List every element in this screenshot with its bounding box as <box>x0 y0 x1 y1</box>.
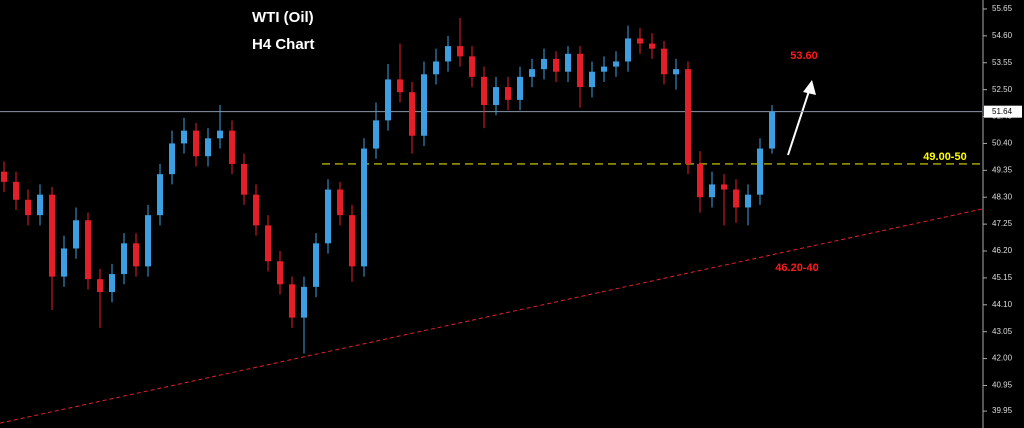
candle-body <box>289 284 295 318</box>
candle-body <box>373 120 379 149</box>
candle-body <box>157 174 163 216</box>
candle-body <box>481 76 487 106</box>
y-tick-label: 42.00 <box>992 354 1013 363</box>
annotation: 53.60 <box>790 50 818 62</box>
candle-body <box>61 248 67 277</box>
candle-body <box>553 58 559 72</box>
candle-body <box>145 215 151 267</box>
y-tick-label: 48.30 <box>992 192 1013 201</box>
y-tick-label: 47.25 <box>992 219 1013 228</box>
candle-body <box>661 48 667 75</box>
candle-body <box>277 261 283 285</box>
candle-body <box>505 87 511 100</box>
candle-body <box>133 243 139 267</box>
candle-body <box>493 87 499 106</box>
candle-body <box>229 130 235 164</box>
candle-body <box>325 189 331 244</box>
candle-body <box>1 171 7 182</box>
candle-body <box>721 184 727 190</box>
price-box <box>984 105 1022 118</box>
price-label: 51.64 <box>992 107 1013 116</box>
candle-body <box>541 58 547 70</box>
candle-body <box>241 163 247 195</box>
candle-body <box>457 46 463 57</box>
candle-body <box>109 274 115 292</box>
candle-body <box>37 194 43 216</box>
candle-body <box>745 194 751 208</box>
y-tick-label: 49.35 <box>992 165 1013 174</box>
candle-body <box>625 38 631 62</box>
candle-body <box>601 66 607 72</box>
candle-body <box>205 138 211 157</box>
candle-body <box>169 143 175 175</box>
arrow <box>787 87 811 156</box>
candle-body <box>673 69 679 75</box>
candle-body <box>181 130 187 144</box>
y-tick-label: 53.55 <box>992 58 1013 67</box>
candle-body <box>589 71 595 88</box>
candle-body <box>361 148 367 267</box>
candle-body <box>301 286 307 318</box>
candle-body <box>613 61 619 67</box>
candle-body <box>49 194 55 277</box>
candle-body <box>697 163 703 198</box>
y-tick-label: 50.40 <box>992 139 1013 148</box>
candle-body <box>121 243 127 275</box>
candle-body <box>757 148 763 195</box>
candle-body <box>685 69 691 164</box>
chart-title: WTI (Oil) <box>252 9 314 26</box>
y-tick-label: 52.50 <box>992 85 1013 94</box>
candle-body <box>709 184 715 198</box>
annotation: 49.00-50 <box>923 151 966 163</box>
candle-body <box>313 243 319 287</box>
y-tick-label: 39.95 <box>992 406 1013 415</box>
y-tick-label: 54.60 <box>992 31 1013 40</box>
candle-body <box>349 215 355 267</box>
candle-body <box>577 53 583 88</box>
candle-body <box>397 79 403 93</box>
candle-body <box>217 130 223 139</box>
candle-body <box>649 43 655 49</box>
candle-body <box>421 74 427 136</box>
candle-body <box>193 130 199 157</box>
candle-body <box>97 279 103 292</box>
candle-body <box>529 69 535 77</box>
candle-body <box>469 56 475 77</box>
candle-body <box>265 225 271 262</box>
candle-body <box>337 189 343 216</box>
y-tick-label: 43.05 <box>992 327 1013 336</box>
chart-subtitle: H4 Chart <box>252 36 315 53</box>
candle-body <box>13 181 19 200</box>
candle-body <box>85 220 91 280</box>
y-tick-label: 55.65 <box>992 4 1013 13</box>
candle-body <box>637 38 643 44</box>
annotation: 46.20-40 <box>775 262 818 274</box>
y-tick-label: 45.15 <box>992 273 1013 282</box>
y-tick-label: 40.95 <box>992 381 1013 390</box>
y-tick-label: 46.20 <box>992 246 1013 255</box>
candle-body <box>433 61 439 75</box>
candle-body <box>253 194 259 226</box>
candle-body <box>769 111 775 149</box>
candle-body <box>409 92 415 136</box>
candle-body <box>73 220 79 249</box>
candle-body <box>565 53 571 72</box>
arrow-head <box>803 80 816 95</box>
candle-body <box>517 76 523 100</box>
candle-body <box>25 199 31 216</box>
y-tick-label: 44.10 <box>992 300 1013 309</box>
candle-body <box>445 46 451 62</box>
candle-body <box>385 79 391 121</box>
candle-body <box>733 189 739 208</box>
